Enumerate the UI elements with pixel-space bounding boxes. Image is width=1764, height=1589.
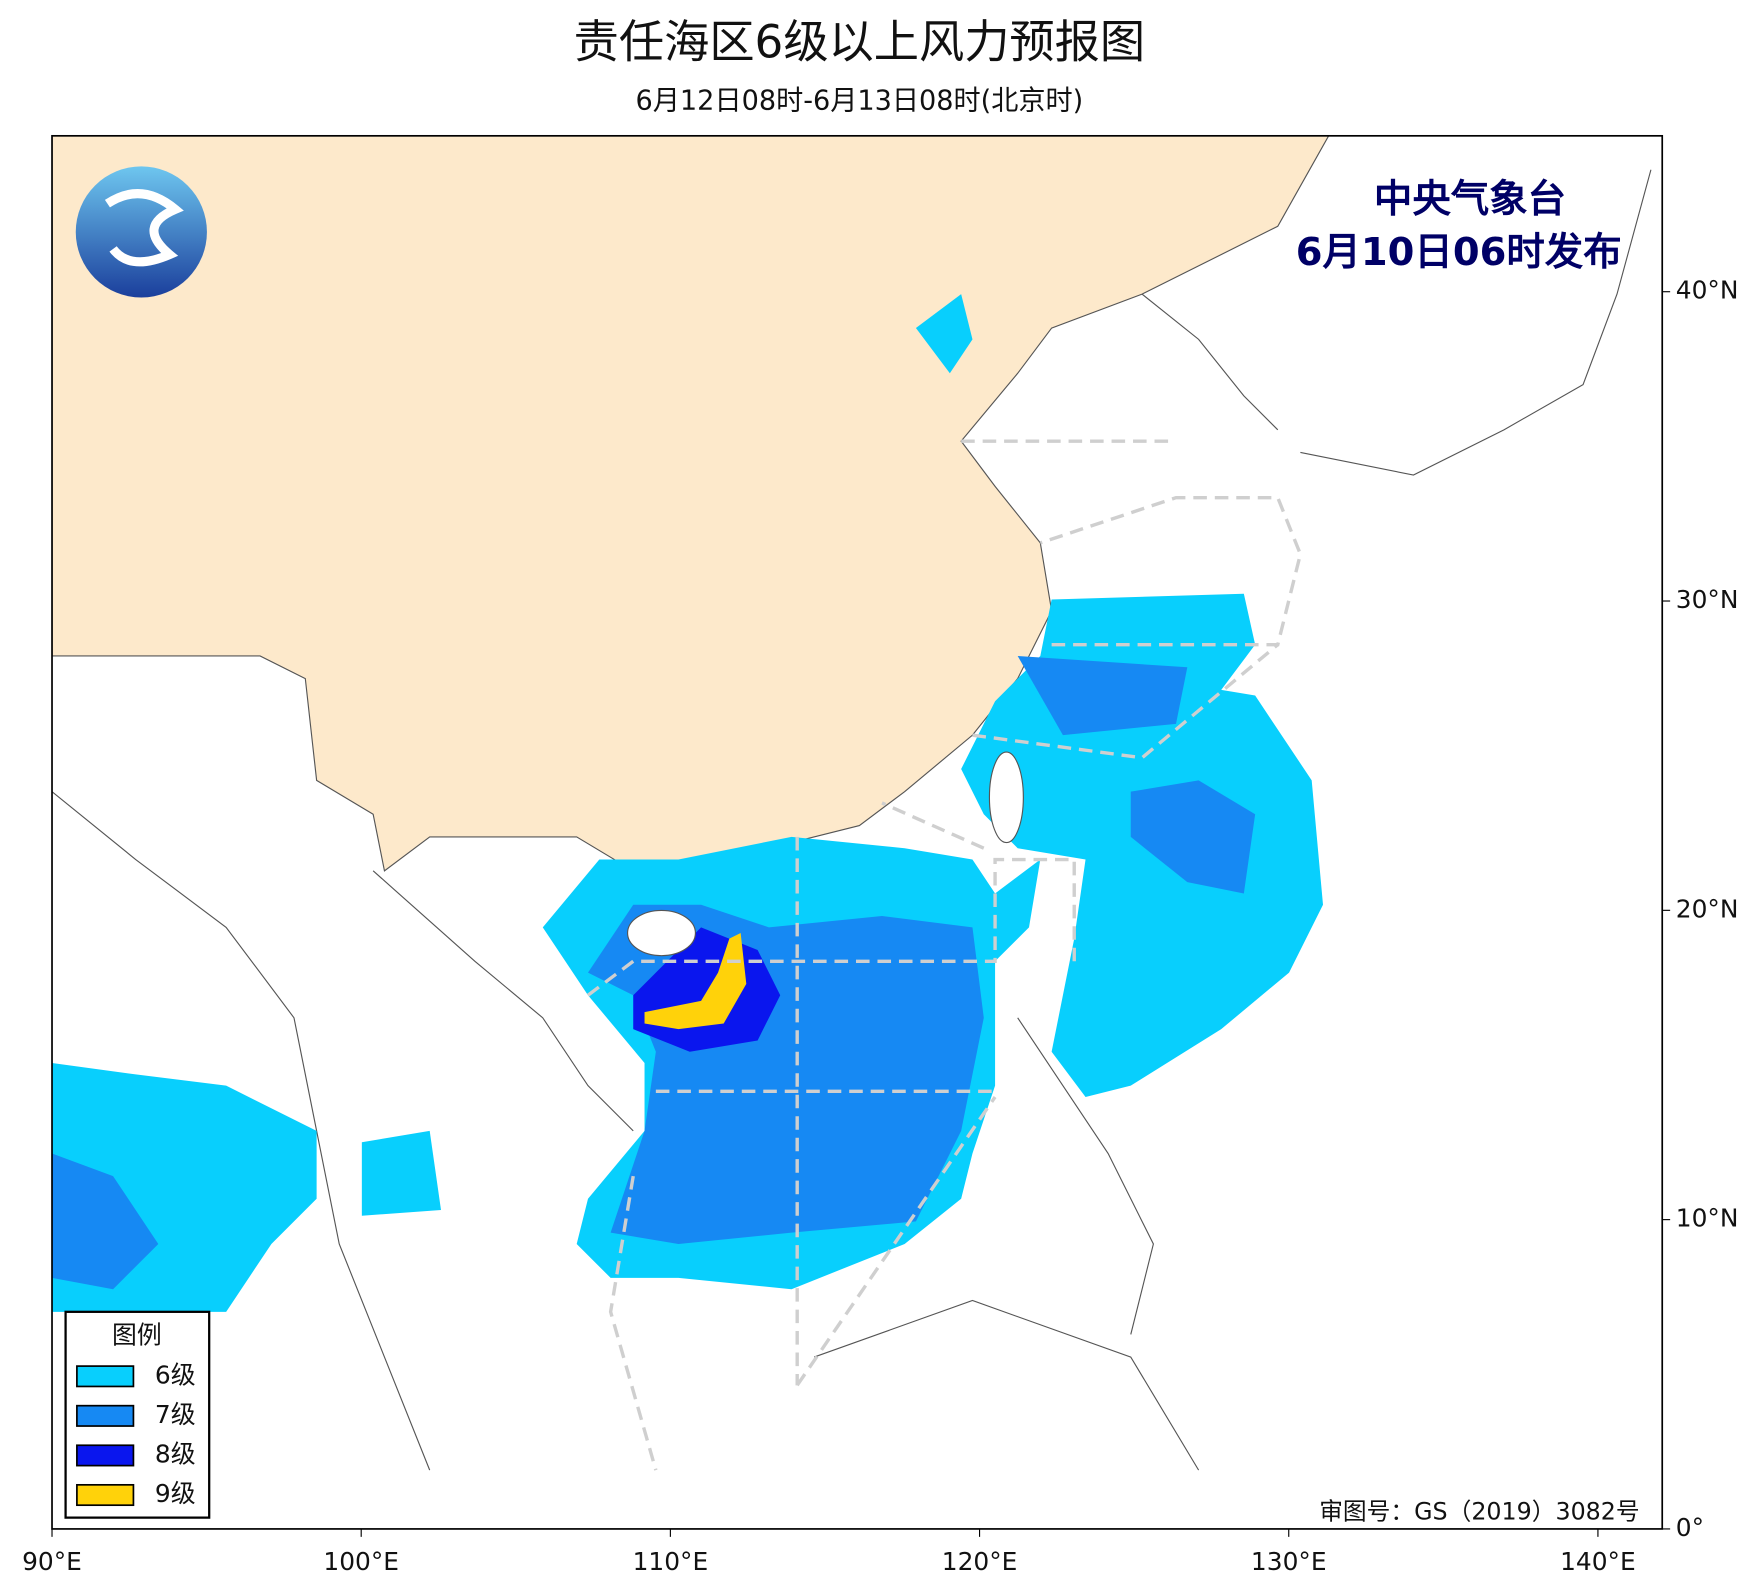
legend-label: 9级 xyxy=(155,1479,196,1508)
axes: 90°E 100°E 110°E 120°E 130°E 140°E 0° 10°N 20°N 3… xyxy=(22,276,1738,1576)
wind-9 xyxy=(644,933,747,1030)
issue-time: 6月10日06时发布 xyxy=(1296,230,1622,275)
agency: 中央气象台 xyxy=(1374,177,1566,222)
x-tick-label: 120°E xyxy=(942,1547,1018,1576)
title: 责任海区6级以上风力预报图 xyxy=(574,15,1145,68)
taiwan xyxy=(988,751,1024,844)
x-tick-label: 90°E xyxy=(22,1547,82,1576)
legend-swatch xyxy=(76,1404,135,1427)
x-tick-label: 100°E xyxy=(323,1547,399,1576)
legend-swatch xyxy=(76,1483,135,1507)
y-tick-label: 40°N xyxy=(1676,276,1739,305)
legend: 图例 6级 7级 8级 9级 xyxy=(64,1310,211,1519)
logo-mark xyxy=(104,189,184,267)
map-frame xyxy=(51,134,1664,1530)
hainan xyxy=(627,909,696,957)
legend-label: 7级 xyxy=(155,1400,196,1429)
coastlines xyxy=(52,169,1652,1471)
x-tick-label: 110°E xyxy=(633,1547,709,1576)
x-tick-label: 130°E xyxy=(1251,1547,1327,1576)
approval: 审图号：GS（2019）3082号 xyxy=(1319,1498,1639,1526)
legend-swatch xyxy=(76,1444,135,1467)
legend-title: 图例 xyxy=(112,1321,162,1350)
y-tick-label: 20°N xyxy=(1676,894,1739,923)
zone-lines xyxy=(586,439,1303,1471)
logo xyxy=(75,166,207,298)
y-tick-label: 30°N xyxy=(1676,585,1739,614)
legend-label: 6级 xyxy=(155,1360,196,1389)
legend-label: 8级 xyxy=(155,1439,196,1468)
x-tick-label: 140°E xyxy=(1560,1547,1636,1576)
y-tick-label: 10°N xyxy=(1676,1204,1739,1233)
subtitle: 6月12日08时-6月13日08时(北京时) xyxy=(636,85,1084,116)
legend-swatch xyxy=(76,1365,135,1388)
y-tick-label: 0° xyxy=(1676,1513,1704,1542)
map xyxy=(52,135,1663,1529)
